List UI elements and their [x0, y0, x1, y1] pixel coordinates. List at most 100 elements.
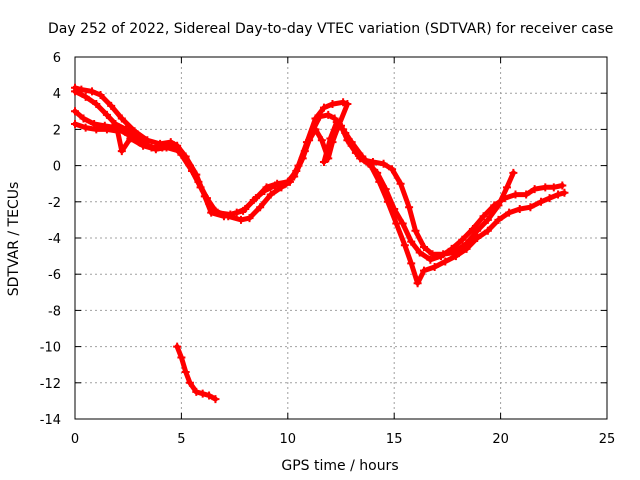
data-point	[102, 110, 111, 119]
data-point	[71, 107, 79, 116]
data-point	[122, 125, 131, 134]
y-tick-label: -10	[40, 341, 61, 356]
data-point	[468, 224, 477, 233]
x-tick-label: 25	[599, 432, 616, 447]
data-point	[181, 367, 190, 376]
x-tick-label: 15	[386, 432, 403, 447]
data-point	[407, 237, 416, 246]
data-point	[147, 143, 156, 152]
data-point	[419, 243, 428, 252]
data-point	[92, 100, 101, 109]
data-point	[392, 219, 401, 228]
data-point	[192, 387, 201, 396]
data-point	[126, 134, 135, 143]
data-point	[396, 179, 405, 188]
data-point	[441, 257, 450, 266]
data-point	[415, 248, 424, 257]
data-point	[81, 123, 90, 132]
data-point	[79, 114, 88, 123]
data-point	[132, 132, 141, 141]
x-axis-label: GPS time / hours	[281, 458, 398, 474]
y-tick-label: -2	[48, 196, 61, 211]
data-point	[509, 168, 518, 177]
data-point	[541, 183, 550, 192]
chart-title: Day 252 of 2022, Sidereal Day-to-day VTE…	[48, 21, 613, 37]
data-point	[479, 212, 488, 221]
data-point	[332, 118, 341, 127]
grid-lines	[75, 57, 607, 419]
data-point	[339, 98, 348, 107]
series-trace-d	[71, 87, 156, 152]
data-points	[71, 83, 569, 404]
data-point	[383, 197, 392, 206]
data-point	[483, 226, 492, 235]
data-point	[81, 92, 90, 101]
data-point	[558, 181, 567, 190]
data-point	[451, 252, 460, 261]
data-point	[260, 186, 269, 195]
data-point	[379, 159, 388, 168]
data-point	[388, 165, 397, 174]
data-point	[522, 190, 531, 199]
data-point	[177, 353, 186, 362]
data-point	[107, 101, 116, 110]
data-point	[526, 203, 535, 212]
data-point	[500, 194, 509, 203]
data-point	[102, 125, 111, 134]
y-tick-label: 2	[53, 123, 61, 138]
data-point	[473, 234, 482, 242]
data-point	[324, 110, 333, 119]
data-point	[319, 157, 328, 166]
data-point	[537, 197, 546, 206]
x-tick-label: 0	[71, 432, 79, 447]
x-tick-label: 10	[280, 432, 297, 447]
data-point	[111, 119, 120, 128]
data-point	[236, 215, 245, 224]
data-point	[117, 114, 126, 123]
data-point	[266, 190, 275, 199]
data-point	[173, 342, 182, 351]
data-point	[198, 389, 207, 398]
data-point	[405, 203, 414, 212]
y-tick-label: -12	[40, 377, 61, 392]
y-tick-label: -14	[40, 413, 61, 428]
data-point	[560, 188, 569, 197]
data-point	[511, 190, 520, 199]
data-point	[88, 87, 97, 96]
data-point	[202, 194, 211, 203]
data-point	[400, 241, 409, 250]
data-point	[505, 208, 514, 217]
data-point	[326, 134, 335, 143]
y-tick-label: 4	[53, 87, 61, 102]
x-tick-label: 20	[492, 432, 509, 447]
series-trace	[72, 108, 565, 263]
data-point	[530, 185, 539, 194]
data-point	[175, 147, 184, 156]
data-point	[71, 119, 79, 128]
data-point	[413, 279, 422, 288]
data-point	[92, 125, 101, 134]
data-point	[328, 100, 337, 109]
data-point	[549, 183, 558, 192]
data-point	[366, 161, 375, 170]
y-tick-label: -4	[48, 232, 61, 247]
data-point	[302, 138, 311, 147]
data-point	[502, 183, 511, 192]
data-point	[205, 391, 214, 400]
data-point	[311, 114, 320, 123]
data-point	[494, 215, 503, 224]
data-point	[358, 152, 367, 161]
data-point	[515, 205, 524, 214]
data-point	[458, 235, 467, 244]
data-point	[185, 378, 194, 387]
data-point	[277, 183, 286, 192]
data-point	[411, 226, 420, 235]
y-tick-label: 0	[53, 160, 61, 175]
data-point	[285, 177, 294, 186]
data-point	[437, 252, 446, 261]
data-point	[483, 215, 492, 224]
data-point	[317, 136, 326, 145]
data-point	[343, 100, 352, 109]
data-point	[490, 201, 499, 210]
y-axis-label: SDTVAR / TECUs	[6, 182, 22, 297]
